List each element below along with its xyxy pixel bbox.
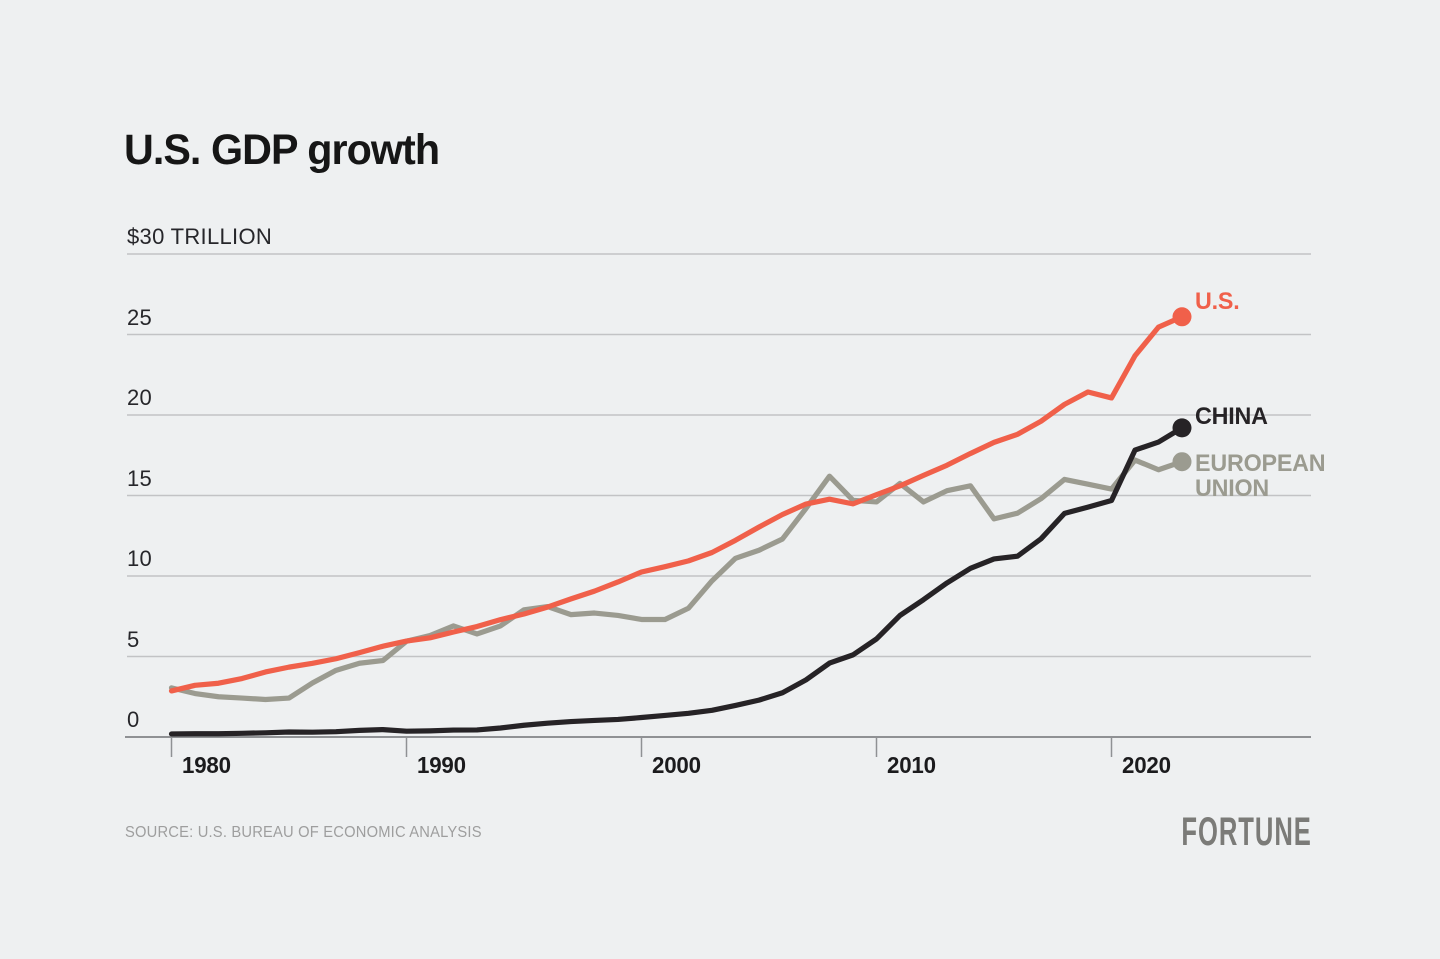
gridlines: [125, 253, 1311, 738]
y-axis-label: 10: [127, 546, 153, 571]
x-axis-label: 1990: [416, 752, 466, 778]
y-axis-label: 15: [127, 465, 153, 491]
series-line-us: [168, 314, 1185, 694]
series-end-dot-china: [1172, 418, 1192, 438]
y-axis-label: 25: [127, 304, 153, 330]
x-axis-label: 1980: [181, 752, 231, 778]
x-axis-label: 2000: [651, 752, 701, 778]
series-line-eu: [168, 457, 1185, 703]
fortune-logo: FORTUNE: [1181, 810, 1312, 854]
legend-label-china: CHINA: [1195, 403, 1268, 430]
y-axis-label: 5: [127, 626, 140, 652]
chart-title: U.S. GDP growth: [124, 126, 440, 174]
series-end-dot-eu: [1172, 452, 1192, 472]
series-end-dots: [1172, 307, 1192, 472]
x-axis-label: 2010: [886, 752, 936, 778]
x-axis-label: 2020: [1121, 752, 1171, 778]
source-note: SOURCE: U.S. BUREAU OF ECONOMIC ANALYSIS: [125, 824, 482, 841]
legend-label-eu: EUROPEAN UNION: [1195, 450, 1326, 502]
x-axis: [170, 737, 1113, 757]
y-axis-label: 20: [127, 385, 153, 410]
y-axis-label: 0: [127, 707, 140, 732]
y-axis-label: $30 TRILLION: [127, 224, 273, 249]
series-lines: [168, 314, 1185, 737]
legend-label-us: U.S.: [1195, 288, 1240, 315]
series-end-dot-us: [1172, 307, 1192, 327]
series-line-china: [168, 425, 1185, 737]
